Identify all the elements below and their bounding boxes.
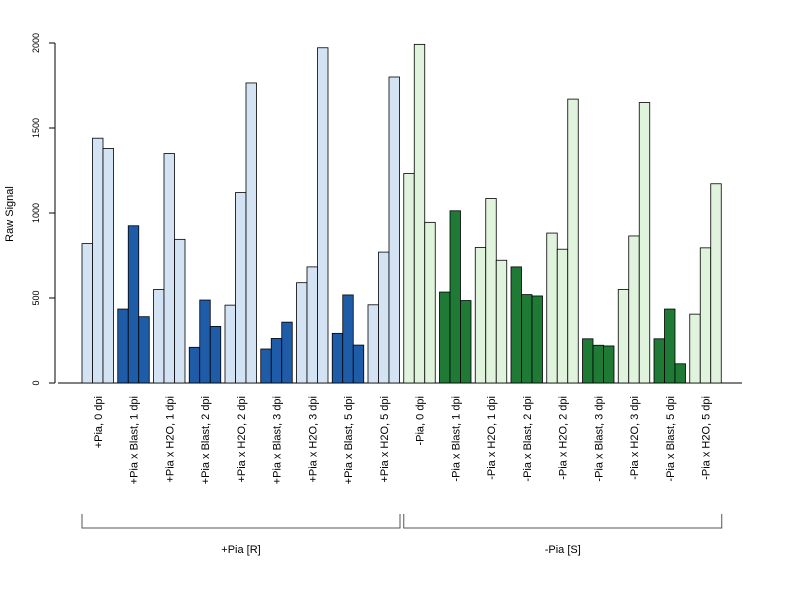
category-label: +Pia x Blast, 5 dpi xyxy=(343,396,355,484)
bar xyxy=(689,313,701,384)
bar xyxy=(306,266,318,384)
bar xyxy=(102,147,114,384)
bar xyxy=(424,221,436,384)
group-bracket xyxy=(403,514,723,529)
group-bracket xyxy=(81,514,401,529)
category-label: +Pia x Blast, 3 dpi xyxy=(272,396,284,484)
bar xyxy=(531,295,543,384)
bar xyxy=(413,43,426,384)
group-brackets: +Pia [R] -Pia [S] xyxy=(81,514,723,556)
bar xyxy=(546,232,558,384)
bar xyxy=(603,345,615,384)
bar xyxy=(403,173,415,384)
bar xyxy=(127,225,140,384)
category-label: -Pia x Blast, 5 dpi xyxy=(665,396,677,482)
bar xyxy=(628,235,640,384)
group-label: -Pia [S] xyxy=(545,544,581,556)
category-label: -Pia x H2O, 1 dpi xyxy=(486,396,498,480)
bar xyxy=(342,294,354,384)
bar xyxy=(317,47,329,384)
bar xyxy=(439,291,451,384)
bar xyxy=(710,183,722,384)
bar xyxy=(260,348,272,384)
bar xyxy=(567,98,579,384)
y-tick-label: 1500 xyxy=(31,118,41,138)
bar xyxy=(378,251,390,384)
category-label: -Pia x H2O, 5 dpi xyxy=(701,396,713,480)
bar xyxy=(209,325,222,384)
bar xyxy=(367,304,379,384)
bar xyxy=(638,102,651,384)
bar xyxy=(510,266,522,384)
category-label: -Pia x H2O, 2 dpi xyxy=(558,396,570,480)
y-axis: 0 500 1000 1500 2000 xyxy=(31,33,56,386)
bar xyxy=(224,304,236,384)
bar xyxy=(521,294,533,384)
bar xyxy=(138,316,150,384)
category-label: +Pia, 0 dpi xyxy=(93,396,105,448)
bar xyxy=(188,346,201,384)
bar xyxy=(153,289,165,384)
y-tick-label: 2000 xyxy=(31,33,41,53)
bar xyxy=(460,300,472,384)
bar xyxy=(699,247,712,384)
bar xyxy=(495,259,508,384)
category-label: -Pia x Blast, 2 dpi xyxy=(522,396,534,482)
bar xyxy=(474,247,487,384)
category-label: +Pia x H2O, 1 dpi xyxy=(164,396,176,483)
category-label: -Pia x H2O, 3 dpi xyxy=(629,396,641,480)
bar xyxy=(235,192,247,384)
y-tick-label: 500 xyxy=(31,290,41,305)
category-label: +Pia x Blast, 1 dpi xyxy=(129,396,141,484)
bar xyxy=(582,338,594,384)
category-label: +Pia x Blast, 2 dpi xyxy=(200,396,212,484)
bar xyxy=(352,344,365,384)
category-label: -Pia x Blast, 1 dpi xyxy=(450,396,462,482)
bar xyxy=(664,308,676,384)
bar xyxy=(281,321,293,384)
category-label: +Pia x H2O, 5 dpi xyxy=(379,396,391,483)
category-labels: +Pia, 0 dpi +Pia x Blast, 1 dpi +Pia x H2O… xyxy=(93,396,713,484)
bar xyxy=(163,153,175,384)
bar xyxy=(592,344,604,384)
y-axis-title: Raw Signal xyxy=(4,186,16,242)
category-label: +Pia x H2O, 3 dpi xyxy=(307,396,319,483)
bars-layer xyxy=(81,43,722,384)
bar xyxy=(245,82,257,384)
y-tick-label: 0 xyxy=(31,380,41,385)
bar xyxy=(270,338,283,384)
bar xyxy=(296,282,308,384)
y-tick-label: 1000 xyxy=(31,203,41,223)
bar xyxy=(485,198,497,384)
bar xyxy=(199,299,211,384)
bar xyxy=(617,289,630,384)
category-label: -Pia x Blast, 3 dpi xyxy=(593,396,605,482)
bar xyxy=(388,76,400,384)
bar xyxy=(674,363,686,384)
category-label: -Pia, 0 dpi xyxy=(415,396,427,446)
bar xyxy=(117,308,129,384)
bar xyxy=(81,243,93,384)
group-label: +Pia [R] xyxy=(221,544,260,556)
bar xyxy=(556,248,569,384)
category-label: +Pia x H2O, 2 dpi xyxy=(236,396,248,483)
bar xyxy=(449,210,461,384)
bar xyxy=(331,332,344,384)
bar xyxy=(174,238,186,384)
bar xyxy=(92,137,104,384)
bar xyxy=(653,338,665,384)
